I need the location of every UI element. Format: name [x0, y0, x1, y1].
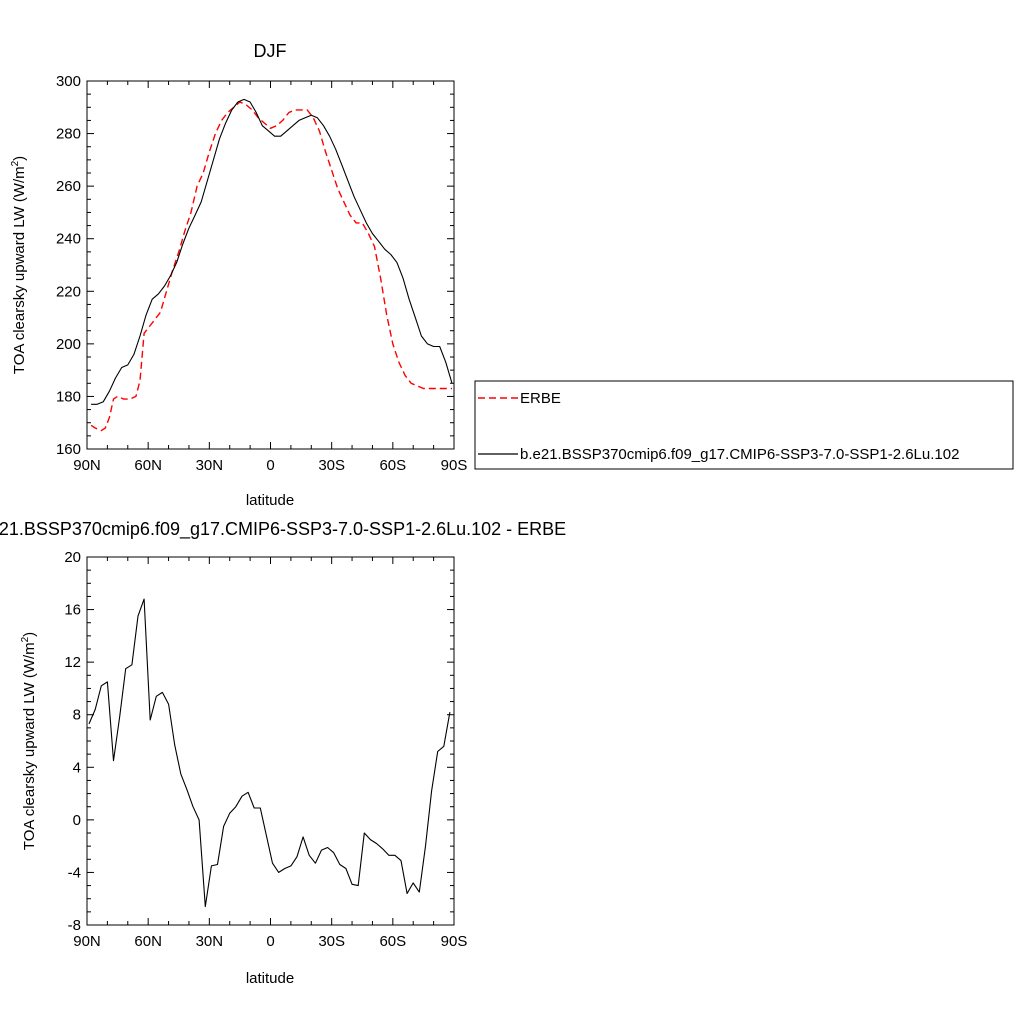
bottom-series-line-0 — [88, 598, 451, 908]
bottom-chart-ylabel-close: ) — [21, 632, 38, 637]
legend-label-model: b.e21.BSSP370cmip6.f09_g17.CMIP6-SSP3-7.… — [520, 446, 959, 463]
top-x-tick-label: 30S — [318, 457, 345, 474]
bottom-chart-plot-area: 90N 60N 30N 0 30S 60S 90S -8 -4 0 4 8 12 16 20 — [64, 549, 467, 950]
top-chart-ylabel: TOA clearsky upward LW (W/m2) — [10, 156, 28, 374]
top-y-tick-label: 300 — [56, 73, 81, 90]
top-x-tick-label: 30N — [196, 457, 224, 474]
top-x-tick-label: 60S — [379, 457, 406, 474]
bottom-y-tick-label: 0 — [73, 812, 81, 829]
top-chart-ylabel-close: ) — [11, 156, 28, 161]
bottom-y-tick-label: -8 — [68, 917, 81, 934]
bottom-x-tick-label: 0 — [266, 933, 274, 950]
top-y-tick-label: 260 — [56, 178, 81, 195]
top-chart-panel: DJF 90N 60N 30N 0 30S 60S 90S 160 180 200 220 240 26… — [10, 41, 467, 509]
bottom-y-tick-label: 12 — [64, 654, 81, 671]
top-y-tick-label: 180 — [56, 388, 81, 405]
bottom-chart-title: b.e21.BSSP370cmip6.f09_g17.CMIP6-SSP3-7.… — [0, 519, 566, 540]
bottom-x-tick-label: 60S — [379, 933, 406, 950]
bottom-chart-ylabel: TOA clearsky upward LW (W/m2) — [20, 632, 38, 850]
top-chart-title: DJF — [254, 41, 287, 61]
top-plot-frame — [86, 80, 455, 450]
top-x-tick-label: 60N — [134, 457, 162, 474]
top-chart-ylabel-sup: 2 — [10, 160, 21, 166]
bottom-chart-ylabel-text: TOA clearsky upward LW (W/m — [21, 642, 38, 850]
top-y-tick-label: 220 — [56, 283, 81, 300]
bottom-x-tick-label: 60N — [134, 933, 162, 950]
bottom-chart-xlabel: latitude — [246, 970, 294, 987]
bottom-plot-frame — [86, 556, 455, 926]
top-chart-xlabel: latitude — [246, 492, 294, 509]
top-y-tick-label: 200 — [56, 336, 81, 353]
top-chart-plot-area: 90N 60N 30N 0 30S 60S 90S 160 180 200 220 240 260 280… — [56, 73, 467, 474]
top-series-line-0 — [90, 101, 452, 432]
top-y-tick-label: 240 — [56, 231, 81, 248]
bottom-x-tick-label: 90N — [73, 933, 101, 950]
top-x-tick-label: 0 — [266, 457, 274, 474]
bottom-x-tick-label: 30N — [196, 933, 224, 950]
legend-box — [474, 380, 1014, 470]
top-chart-legend: ERBE b.e21.BSSP370cmip6.f09_g17.CMIP6-SS… — [474, 380, 1014, 470]
bottom-x-tick-label: 30S — [318, 933, 345, 950]
top-x-tick-label: 90N — [73, 457, 101, 474]
top-x-tick-label: 90S — [441, 457, 468, 474]
top-series-line-1 — [91, 98, 453, 405]
legend-label-erbe: ERBE — [520, 390, 561, 407]
bottom-chart-panel: b.e21.BSSP370cmip6.f09_g17.CMIP6-SSP3-7.… — [0, 519, 566, 987]
bottom-y-tick-label: -4 — [68, 864, 81, 881]
top-chart-ylabel-text: TOA clearsky upward LW (W/m — [11, 166, 28, 374]
top-y-tick-label: 160 — [56, 441, 81, 458]
bottom-chart-ylabel-sup: 2 — [20, 636, 31, 642]
bottom-x-tick-label: 90S — [441, 933, 468, 950]
top-y-tick-label: 280 — [56, 126, 81, 143]
bottom-y-tick-label: 4 — [73, 759, 81, 776]
bottom-y-tick-label: 20 — [64, 549, 81, 566]
bottom-y-tick-label: 16 — [64, 602, 81, 619]
bottom-y-tick-label: 8 — [73, 707, 81, 724]
